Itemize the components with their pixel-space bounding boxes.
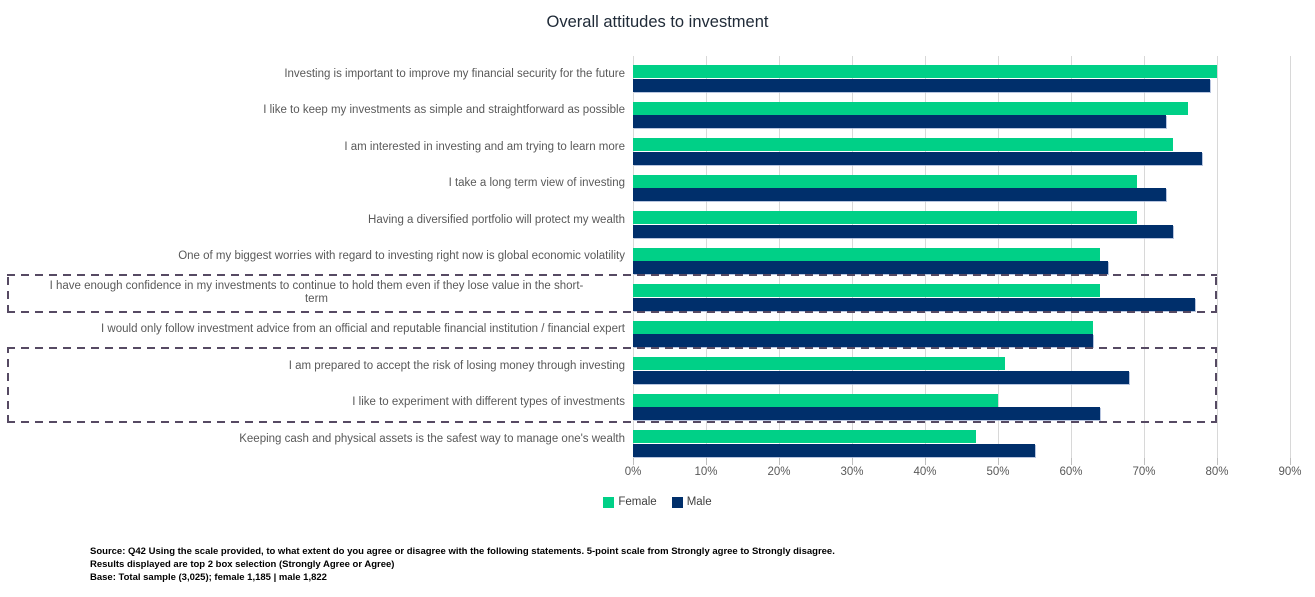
footnote-source: Source: Q42 Using the scale provided, to… [90, 546, 835, 557]
x-axis-tick [1290, 458, 1291, 465]
category-label: One of my biggest worries with regard to… [8, 239, 625, 276]
bar-male [633, 188, 1166, 201]
x-axis-tick-label: 60% [1059, 466, 1083, 478]
bar-male [633, 78, 1210, 92]
x-axis-tick [1071, 458, 1072, 465]
category-label-text: Investing is important to improve my fin… [284, 67, 625, 80]
bar-female [633, 320, 1093, 334]
bar-male [633, 224, 1174, 238]
x-axis-tick [633, 458, 634, 465]
legend: Female Male [0, 496, 1315, 508]
category-label: Having a diversified portfolio will prot… [8, 202, 625, 239]
legend-item: Male [671, 496, 712, 508]
x-axis-tick [925, 458, 926, 465]
x-axis-tick-label: 70% [1132, 466, 1156, 478]
category-label-text: Having a diversified portfolio will prot… [368, 213, 625, 226]
highlight-box [7, 273, 1217, 313]
legend-label: Female [618, 496, 657, 508]
legend-item: Female [603, 496, 657, 508]
category-label-text: I like to keep my investments as simple … [263, 104, 625, 116]
x-axis-tick-label: 50% [986, 466, 1010, 478]
bar-female [633, 247, 1101, 261]
x-axis-tick [852, 458, 853, 465]
legend-label: Male [686, 496, 712, 508]
x-axis-tick [1217, 458, 1218, 465]
bar-male [633, 115, 1166, 128]
footnotes: Source: Q42 Using the scale provided, to… [90, 545, 835, 584]
category-label-text: I take a long term view of investing [448, 177, 625, 189]
category-label: Keeping cash and physical assets is the … [8, 421, 625, 458]
x-axis-tick-label: 20% [767, 466, 791, 478]
footnote-results: Results displayed are top 2 box selectio… [90, 559, 395, 570]
category-label-text: I am interested in investing and am tryi… [344, 140, 625, 153]
x-axis-tick-label: 0% [624, 466, 642, 478]
gridline [1217, 56, 1218, 458]
gridline [1144, 56, 1145, 458]
bar-female [633, 174, 1137, 188]
bar-male [633, 443, 1035, 457]
bar-female [633, 430, 977, 443]
highlight-box [7, 346, 1217, 423]
legend-swatch-male [671, 496, 683, 508]
x-axis-tick [1144, 458, 1145, 465]
category-label-text: One of my biggest worries with regard to… [178, 250, 625, 262]
category-label: Investing is important to improve my fin… [8, 56, 625, 93]
bar-male [633, 151, 1203, 165]
gridline [1290, 56, 1291, 458]
legend-swatch-female [603, 496, 615, 508]
bar-male [633, 261, 1108, 274]
category-label-text: I would only follow investment advice fr… [101, 323, 625, 335]
x-axis-tick-label: 80% [1205, 466, 1229, 478]
x-axis-tick-label: 40% [913, 466, 937, 478]
footnote-base: Base: Total sample (3,025); female 1,185… [90, 572, 327, 583]
bar-female [633, 101, 1188, 115]
x-axis-tick-label: 10% [694, 466, 718, 478]
bar-female [633, 211, 1137, 224]
x-axis-tick [998, 458, 999, 465]
x-axis-tick [706, 458, 707, 465]
x-axis-tick-label: 90% [1278, 466, 1302, 478]
x-axis-tick [779, 458, 780, 465]
category-label: I am interested in investing and am tryi… [8, 129, 625, 166]
bar-female [633, 138, 1174, 151]
bar-female [633, 65, 1217, 78]
category-label: I take a long term view of investing [8, 166, 625, 203]
category-label-text: Keeping cash and physical assets is the … [239, 432, 625, 445]
bar-male [633, 334, 1093, 347]
category-label: I would only follow investment advice fr… [8, 312, 625, 349]
x-axis-tick-label: 30% [840, 466, 864, 478]
chart-title: Overall attitudes to investment [546, 13, 769, 31]
category-label: I like to keep my investments as simple … [8, 93, 625, 130]
